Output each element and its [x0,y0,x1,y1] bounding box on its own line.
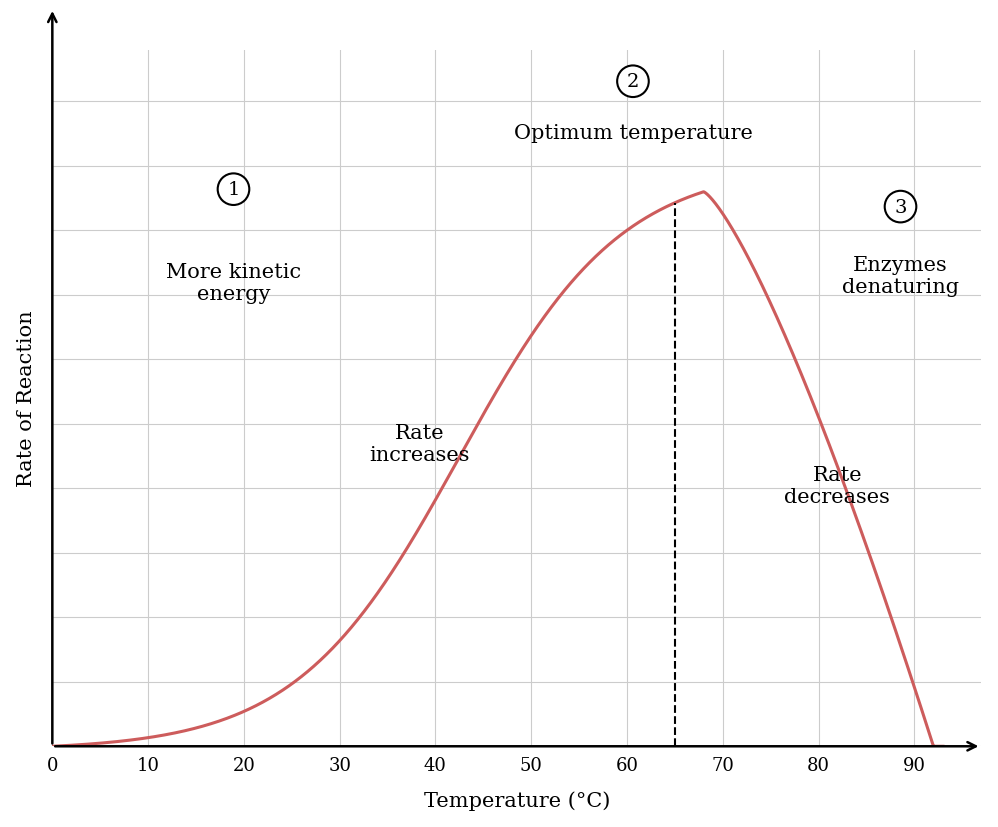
X-axis label: Temperature (°C): Temperature (°C) [423,791,610,810]
Text: Optimum temperature: Optimum temperature [514,124,752,143]
Text: 3: 3 [894,198,907,217]
Text: More kinetic
energy: More kinetic energy [166,263,301,304]
Y-axis label: Rate of Reaction: Rate of Reaction [17,310,36,487]
Text: 2: 2 [627,73,639,91]
Text: Rate
decreases: Rate decreases [784,465,890,506]
Text: Enzymes
denaturing: Enzymes denaturing [842,256,959,297]
Text: 1: 1 [228,181,240,199]
Text: Rate
increases: Rate increases [369,423,469,464]
